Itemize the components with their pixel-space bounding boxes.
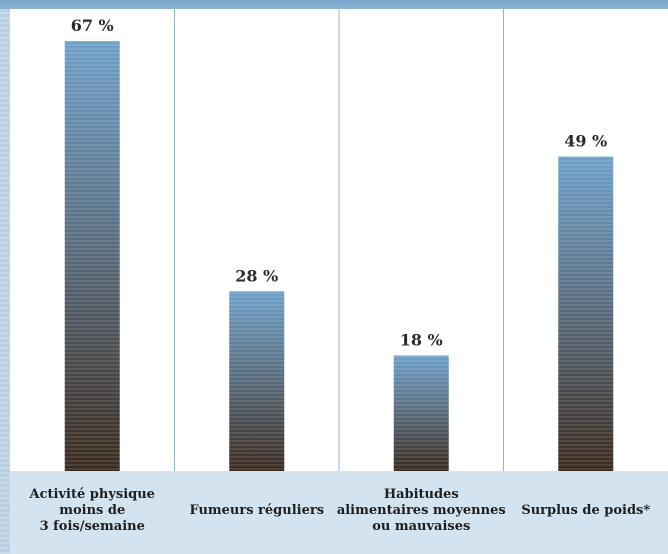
data-label: 67 % (71, 16, 114, 35)
category-label: Surplus de poids* (521, 503, 650, 518)
category-label-band (10, 471, 668, 554)
data-label: 49 % (564, 132, 607, 151)
bar-texture (229, 291, 285, 471)
category-label: Activité physique moins de 3 fois/semaine (29, 487, 155, 534)
bar-texture (558, 156, 614, 472)
category-label: Fumeurs réguliers (189, 503, 324, 518)
top-decorative-strip (0, 0, 668, 9)
data-label: 28 % (235, 266, 278, 285)
category-label: Habitudes alimentaires moyennes ou mauvais… (337, 487, 506, 534)
left-decorative-strip (0, 9, 10, 554)
data-label: 18 % (400, 331, 443, 350)
bar-texture (393, 355, 449, 471)
bar-texture (64, 41, 120, 471)
